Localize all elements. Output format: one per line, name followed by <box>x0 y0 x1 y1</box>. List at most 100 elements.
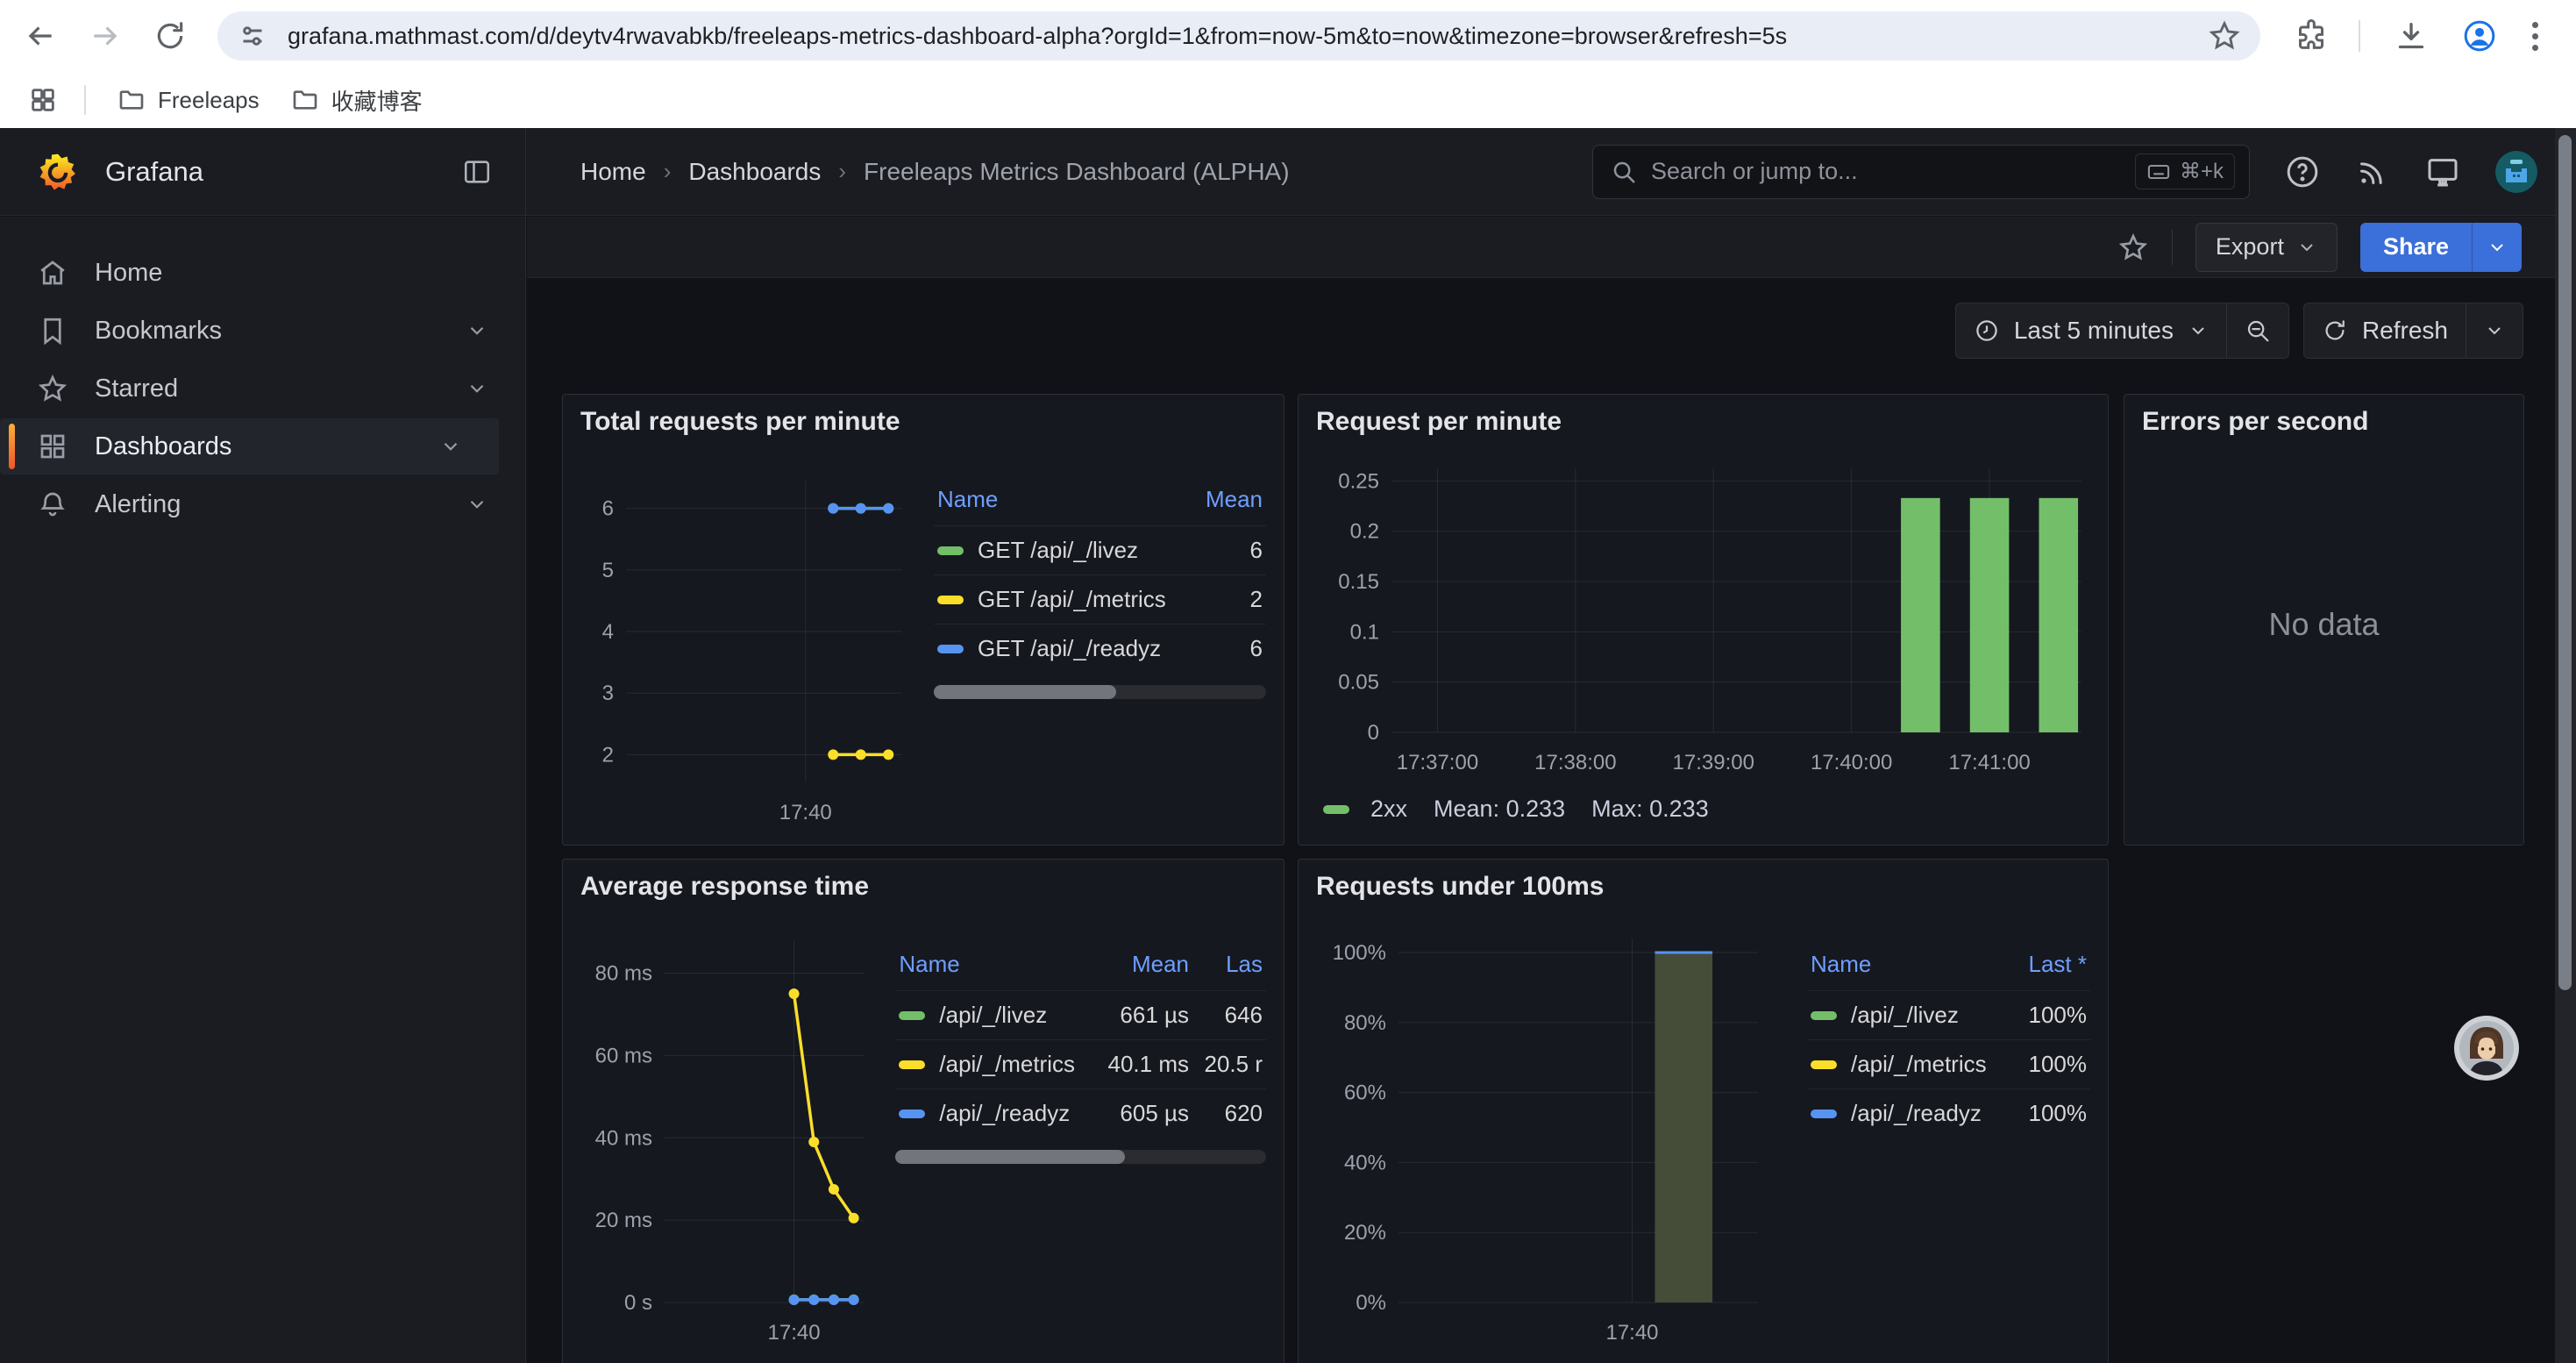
breadcrumb-dashboards[interactable]: Dashboards <box>688 158 821 186</box>
refresh-button[interactable]: Refresh <box>2304 303 2466 358</box>
svg-text:20 ms: 20 ms <box>595 1209 652 1232</box>
legend-scrollbar-thumb[interactable] <box>895 1150 1125 1164</box>
legend-col-mean[interactable]: Mean <box>1184 486 1263 513</box>
site-settings-icon[interactable] <box>237 20 268 52</box>
under-100ms-chart[interactable]: 0%20%40%60%80%100%17:40 <box>1316 914 1772 1357</box>
chevron-down-icon[interactable] <box>466 493 488 516</box>
svg-text:100%: 100% <box>1333 941 1386 965</box>
help-icon[interactable] <box>2285 154 2320 189</box>
legend-col-mean[interactable]: Mean <box>1075 951 1189 978</box>
sidebar-item-starred[interactable]: Starred <box>0 360 525 417</box>
legend-series-name[interactable]: 2xx <box>1370 796 1407 823</box>
extensions-icon[interactable] <box>2294 18 2329 54</box>
grafana-header: Grafana Home › Dashboards › Freeleaps Me… <box>0 128 2576 216</box>
panel-under-100ms: Requests under 100ms 0%20%40%60%80%100%1… <box>1298 859 2109 1363</box>
breadcrumb-separator: › <box>664 158 672 185</box>
legend-scrollbar-thumb[interactable] <box>934 685 1116 699</box>
total-requests-chart[interactable]: 2345617:40 <box>580 449 918 835</box>
legend-row[interactable]: /api/_/livez 661 µs 646 <box>895 990 1266 1039</box>
favorite-star-icon[interactable] <box>2117 232 2149 263</box>
legend-row[interactable]: GET /api/_/readyz 6 <box>934 624 1266 673</box>
zoom-out-button[interactable] <box>2227 303 2288 358</box>
sidebar-nav: Home Bookmarks Starred Dashboards Alerti… <box>0 245 525 532</box>
dashboard-subheader: Export Share <box>527 217 2576 278</box>
svg-text:0 s: 0 s <box>624 1291 652 1315</box>
brand-name[interactable]: Grafana <box>105 156 203 188</box>
panel-total-requests: Total requests per minute 2345617:40 Nam… <box>562 394 1284 846</box>
share-button[interactable]: Share <box>2360 223 2522 272</box>
downloads-icon[interactable] <box>2394 18 2429 54</box>
sidebar-item-alerting[interactable]: Alerting <box>0 476 525 532</box>
legend-col-name[interactable]: Name <box>937 486 1184 513</box>
legend-scrollbar[interactable] <box>934 685 1266 699</box>
sidebar-item-dashboards[interactable]: Dashboards <box>0 418 499 475</box>
legend-col-last[interactable]: Las <box>1189 951 1263 978</box>
browser-menu-button[interactable] <box>2532 22 2538 51</box>
share-label[interactable]: Share <box>2360 223 2472 272</box>
legend-row[interactable]: /api/_/readyz 605 µs 620 <box>895 1088 1266 1138</box>
legend-col-last[interactable]: Last * <box>2008 951 2087 978</box>
svg-text:80%: 80% <box>1344 1011 1386 1035</box>
reload-icon <box>153 19 187 53</box>
svg-text:17:39:00: 17:39:00 <box>1673 751 1754 774</box>
url-text[interactable]: grafana.mathmast.com/d/deytv4rwavabkb/fr… <box>288 23 2208 50</box>
bookmark-folder-freeleaps[interactable]: Freeleaps <box>117 86 260 114</box>
svg-text:40%: 40% <box>1344 1151 1386 1174</box>
breadcrumb-home[interactable]: Home <box>580 158 646 186</box>
chevron-down-icon <box>2487 237 2508 258</box>
legend-scrollbar[interactable] <box>895 1150 1266 1164</box>
profile-avatar-icon[interactable] <box>2462 18 2497 54</box>
panel-title[interactable]: Errors per second <box>2142 407 2506 449</box>
apps-grid-icon[interactable] <box>28 85 58 115</box>
svg-text:60%: 60% <box>1344 1081 1386 1105</box>
search-input[interactable]: Search or jump to... ⌘+k <box>1592 145 2250 199</box>
folder-icon <box>291 86 319 114</box>
legend-row[interactable]: GET /api/_/livez 6 <box>934 525 1266 574</box>
chevron-down-icon[interactable] <box>439 435 462 458</box>
legend-row[interactable]: /api/_/metrics 40.1 ms 20.5 r <box>895 1039 1266 1088</box>
legend-row[interactable]: GET /api/_/metrics 2 <box>934 574 1266 624</box>
kiosk-monitor-icon[interactable] <box>2425 154 2460 189</box>
panel-title[interactable]: Total requests per minute <box>580 407 1266 449</box>
assistant-avatar[interactable] <box>2453 1015 2520 1081</box>
legend-col-name[interactable]: Name <box>1811 951 2008 978</box>
forward-button[interactable] <box>81 11 130 61</box>
chart-legend: 2xx Mean: 0.233 Max: 0.233 <box>1323 796 2090 823</box>
legend-col-name[interactable]: Name <box>899 951 1075 978</box>
panel-title[interactable]: Requests under 100ms <box>1316 872 2090 914</box>
time-range-picker[interactable]: Last 5 minutes <box>1956 303 2226 358</box>
legend-row[interactable]: /api/_/readyz 100% <box>1807 1088 2090 1138</box>
forward-icon <box>89 19 122 53</box>
sidebar-collapse-icon[interactable] <box>462 157 492 187</box>
reload-button[interactable] <box>146 11 195 61</box>
refresh-interval-button[interactable] <box>2466 303 2523 358</box>
share-menu-button[interactable] <box>2472 223 2522 272</box>
series-color-pill <box>1811 1060 1837 1069</box>
url-bar[interactable]: grafana.mathmast.com/d/deytv4rwavabkb/fr… <box>217 11 2260 61</box>
panel-avg-response-time: Average response time 0 s20 ms40 ms60 ms… <box>562 859 1284 1363</box>
panel-title[interactable]: Request per minute <box>1316 407 2090 449</box>
breadcrumb-current: Freeleaps Metrics Dashboard (ALPHA) <box>864 158 1290 186</box>
news-rss-icon[interactable] <box>2355 154 2390 189</box>
avg-response-time-chart[interactable]: 0 s20 ms40 ms60 ms80 ms17:40 <box>580 914 879 1357</box>
bookmark-folder-blogs[interactable]: 收藏博客 <box>291 84 423 117</box>
sidebar: Home Bookmarks Starred Dashboards Alerti… <box>0 217 526 1363</box>
back-button[interactable] <box>16 11 65 61</box>
export-button[interactable]: Export <box>2195 223 2338 272</box>
sidebar-item-bookmarks[interactable]: Bookmarks <box>0 303 525 359</box>
panel-title[interactable]: Average response time <box>580 872 1266 914</box>
user-avatar[interactable] <box>2495 151 2537 193</box>
chevron-down-icon[interactable] <box>466 377 488 400</box>
request-per-minute-chart[interactable]: 00.050.10.150.20.2517:37:0017:38:0017:39… <box>1316 449 2092 787</box>
page-scrollbar[interactable] <box>2555 128 2576 1363</box>
bookmark-star-icon[interactable] <box>2208 19 2241 53</box>
svg-text:0.2: 0.2 <box>1350 520 1379 544</box>
page-scrollbar-thumb[interactable] <box>2558 135 2572 990</box>
star-icon <box>37 373 68 404</box>
svg-text:0.1: 0.1 <box>1350 620 1379 644</box>
grafana-logo-icon[interactable] <box>35 149 81 195</box>
sidebar-item-home[interactable]: Home <box>0 245 525 301</box>
legend-row[interactable]: /api/_/metrics 100% <box>1807 1039 2090 1088</box>
legend-row[interactable]: /api/_/livez 100% <box>1807 990 2090 1039</box>
chevron-down-icon[interactable] <box>466 319 488 342</box>
